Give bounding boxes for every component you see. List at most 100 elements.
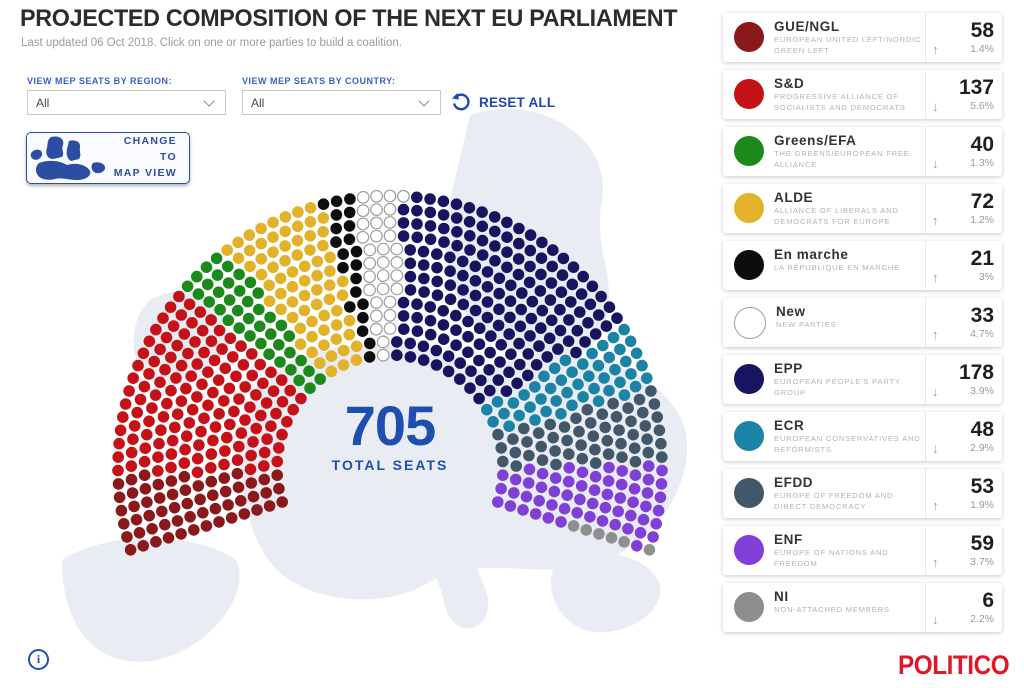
seat-dot-alde[interactable]	[221, 244, 233, 256]
seat-dot-enf[interactable]	[631, 540, 643, 552]
seat-dot-greens-efa[interactable]	[233, 322, 245, 334]
seat-dot-greens-efa[interactable]	[214, 303, 226, 316]
seat-dot-new[interactable]	[363, 256, 377, 270]
seat-dot-s-d[interactable]	[171, 408, 184, 421]
seat-dot-greens-efa[interactable]	[274, 356, 286, 368]
seat-dot-enf[interactable]	[529, 508, 542, 520]
seat-dot-s-d[interactable]	[235, 427, 248, 439]
seat-dot-gue-ngl[interactable]	[141, 496, 153, 509]
seat-dot-gue-ngl[interactable]	[152, 478, 165, 491]
seat-dot-epp[interactable]	[469, 275, 482, 287]
seat-dot-epp[interactable]	[533, 340, 545, 352]
seat-dot-epp[interactable]	[454, 373, 466, 385]
seat-dot-s-d[interactable]	[258, 446, 271, 459]
seat-dot-greens-efa[interactable]	[273, 339, 285, 351]
seat-dot-epp[interactable]	[437, 195, 450, 208]
seat-dot-greens-efa[interactable]	[210, 252, 223, 265]
seat-dot-gue-ngl[interactable]	[171, 515, 184, 527]
seat-dot-greens-efa[interactable]	[241, 295, 254, 308]
seat-dot-alde[interactable]	[318, 339, 330, 352]
seat-dot-enf[interactable]	[652, 504, 665, 517]
seat-dot-epp[interactable]	[404, 351, 417, 363]
seat-dot-gue-ngl[interactable]	[192, 480, 205, 492]
seat-dot-epp[interactable]	[411, 218, 423, 230]
seat-dot-s-d[interactable]	[261, 433, 273, 445]
seat-dot-s-d[interactable]	[179, 443, 191, 456]
seat-dot-enf[interactable]	[576, 466, 589, 479]
seat-dot-enf[interactable]	[562, 475, 575, 488]
seat-dot-new[interactable]	[383, 295, 397, 309]
seat-dot-new[interactable]	[376, 242, 390, 256]
seat-dot-new[interactable]	[356, 204, 370, 218]
seat-dot-en-marche[interactable]	[357, 298, 369, 311]
seat-dot-epp[interactable]	[437, 305, 450, 317]
seat-dot-epp[interactable]	[512, 268, 525, 281]
seat-dot-gue-ngl[interactable]	[153, 492, 166, 504]
seat-dot-new[interactable]	[383, 308, 397, 322]
seat-dot-epp[interactable]	[438, 236, 450, 248]
seat-dot-epp[interactable]	[391, 349, 403, 362]
seat-dot-epp[interactable]	[493, 287, 506, 300]
seat-dot-efdd[interactable]	[587, 430, 600, 443]
seat-dot-s-d[interactable]	[165, 448, 178, 460]
seat-dot-s-d[interactable]	[161, 397, 173, 410]
seat-dot-enf[interactable]	[533, 495, 545, 507]
seat-dot-s-d[interactable]	[254, 358, 266, 371]
seat-dot-s-d[interactable]	[276, 428, 288, 441]
seat-dot-enf[interactable]	[655, 478, 668, 490]
seat-dot-epp[interactable]	[524, 244, 537, 257]
seat-dot-epp[interactable]	[541, 351, 553, 363]
seat-dot-s-d[interactable]	[117, 411, 129, 423]
seat-dot-efdd[interactable]	[547, 431, 559, 444]
seat-dot-s-d[interactable]	[165, 461, 177, 474]
seat-dot-efdd[interactable]	[622, 402, 634, 414]
seat-dot-epp[interactable]	[424, 220, 437, 232]
seat-dot-ecr[interactable]	[555, 374, 568, 387]
party-card[interactable]: En marche LA RÉPUBLIQUE EN MARCHE 21 ↑ 3…	[723, 241, 1002, 290]
seat-dot-s-d[interactable]	[178, 328, 191, 340]
seat-dot-ecr[interactable]	[614, 343, 626, 356]
seat-dot-efdd[interactable]	[521, 436, 533, 448]
seat-dot-s-d[interactable]	[223, 382, 236, 395]
seat-dot-enf[interactable]	[546, 499, 558, 511]
seat-dot-enf[interactable]	[615, 478, 628, 491]
seat-dot-s-d[interactable]	[244, 401, 256, 414]
seat-dot-new[interactable]	[383, 216, 397, 229]
seat-dot-epp[interactable]	[515, 303, 527, 316]
seat-dot-alde[interactable]	[286, 296, 299, 308]
seat-dot-gue-ngl[interactable]	[260, 487, 273, 499]
seat-dot-alde[interactable]	[267, 261, 279, 274]
seat-dot-epp[interactable]	[424, 328, 437, 341]
seat-dot-alde[interactable]	[298, 275, 311, 287]
seat-dot-epp[interactable]	[457, 284, 469, 296]
seat-dot-s-d[interactable]	[231, 454, 244, 466]
seat-dot-efdd[interactable]	[601, 434, 614, 447]
seat-dot-s-d[interactable]	[153, 437, 165, 450]
seat-dot-s-d[interactable]	[194, 306, 207, 318]
seat-dot-alde[interactable]	[255, 237, 267, 250]
seat-dot-alde[interactable]	[325, 365, 338, 378]
seat-dot-epp[interactable]	[575, 288, 588, 300]
party-card[interactable]: ENF EUROPE OF NATIONS AND FREEDOM 59 ↑ 3…	[723, 526, 1002, 575]
seat-dot-ecr[interactable]	[503, 420, 515, 433]
seat-dot-s-d[interactable]	[183, 417, 196, 429]
seat-dot-ecr[interactable]	[624, 335, 637, 348]
seat-dot-efdd[interactable]	[576, 452, 589, 465]
seat-dot-en-marche[interactable]	[356, 325, 369, 338]
seat-dot-s-d[interactable]	[216, 343, 228, 355]
seat-dot-enf[interactable]	[542, 512, 555, 524]
seat-dot-en-marche[interactable]	[337, 248, 350, 260]
seat-dot-gue-ngl[interactable]	[181, 497, 194, 510]
seat-dot-epp[interactable]	[483, 364, 495, 376]
seat-dot-s-d[interactable]	[178, 457, 191, 469]
seat-dot-ecr[interactable]	[498, 407, 510, 420]
change-to-map-view-button[interactable]: CHANGE TO MAP VIEW	[26, 132, 190, 184]
seat-dot-epp[interactable]	[417, 340, 430, 353]
seat-dot-ecr[interactable]	[540, 405, 552, 418]
seat-dot-alde[interactable]	[232, 252, 245, 264]
seat-dot-gue-ngl[interactable]	[213, 516, 225, 528]
seat-dot-s-d[interactable]	[173, 290, 185, 303]
seat-dot-gue-ngl[interactable]	[159, 518, 171, 531]
seat-dot-s-d[interactable]	[175, 309, 188, 321]
seat-dot-epp[interactable]	[450, 309, 462, 322]
